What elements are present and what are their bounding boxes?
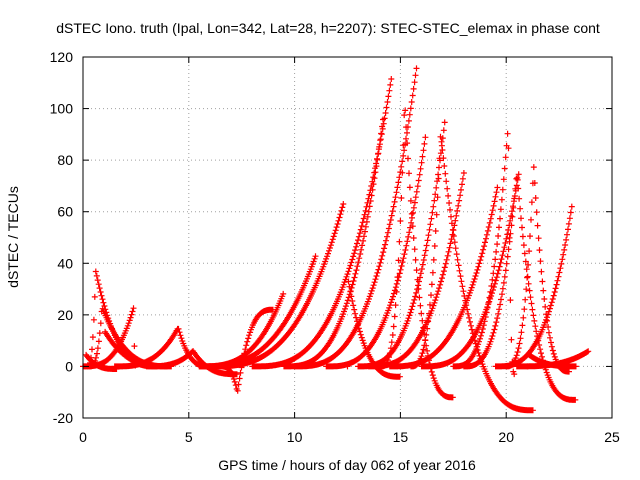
data-point-markers	[196, 290, 287, 370]
series-arc	[524, 351, 579, 370]
y-tick-labels: -20 0 20 40 60 80 100 120	[50, 49, 74, 426]
series-arc	[323, 134, 429, 370]
series-arc	[281, 116, 386, 370]
x-tick-label: 5	[185, 429, 193, 445]
data-points	[80, 65, 592, 414]
data-point-markers	[418, 171, 522, 370]
series-arc	[386, 184, 501, 370]
x-axis-label: GPS time / hours of day 062 of year 2016	[218, 457, 476, 473]
y-tick-label: 80	[57, 152, 73, 168]
series-arc	[291, 65, 420, 370]
y-tick-label: 20	[57, 307, 73, 323]
series-arc	[196, 290, 287, 370]
y-tick-label: 0	[65, 358, 73, 374]
plot-frame	[82, 56, 613, 419]
x-tick-labels: 0 5 10 15 20 25	[79, 429, 620, 445]
y-tick-label: 120	[50, 49, 74, 65]
x-tick-label: 0	[79, 429, 87, 445]
y-tick-label: 40	[57, 255, 73, 271]
y-tick-label: 60	[57, 204, 73, 220]
data-point-markers	[207, 201, 347, 370]
series-arc	[355, 119, 448, 370]
y-tick-label: 100	[50, 101, 74, 117]
x-tick-label: 20	[498, 429, 514, 445]
data-point-markers	[355, 119, 448, 370]
y-tick-label: -20	[53, 410, 73, 426]
data-point-markers	[323, 134, 429, 370]
data-point-markers	[386, 184, 501, 370]
y-axis-label: dSTEC / TECUs	[5, 186, 21, 288]
data-point-markers	[281, 116, 386, 370]
data-point-markers	[492, 203, 575, 370]
series-arc	[492, 203, 575, 370]
x-tick-label: 25	[604, 429, 620, 445]
data-point-markers	[524, 351, 579, 370]
data-point-markers	[291, 65, 420, 370]
series-arc	[207, 201, 347, 370]
chart-title: dSTEC Iono. truth (Ipal, Lon=342, Lat=28…	[56, 20, 600, 36]
x-tick-label: 15	[393, 429, 409, 445]
ticks	[82, 56, 613, 419]
x-tick-label: 10	[287, 429, 303, 445]
series-arc	[418, 171, 522, 370]
